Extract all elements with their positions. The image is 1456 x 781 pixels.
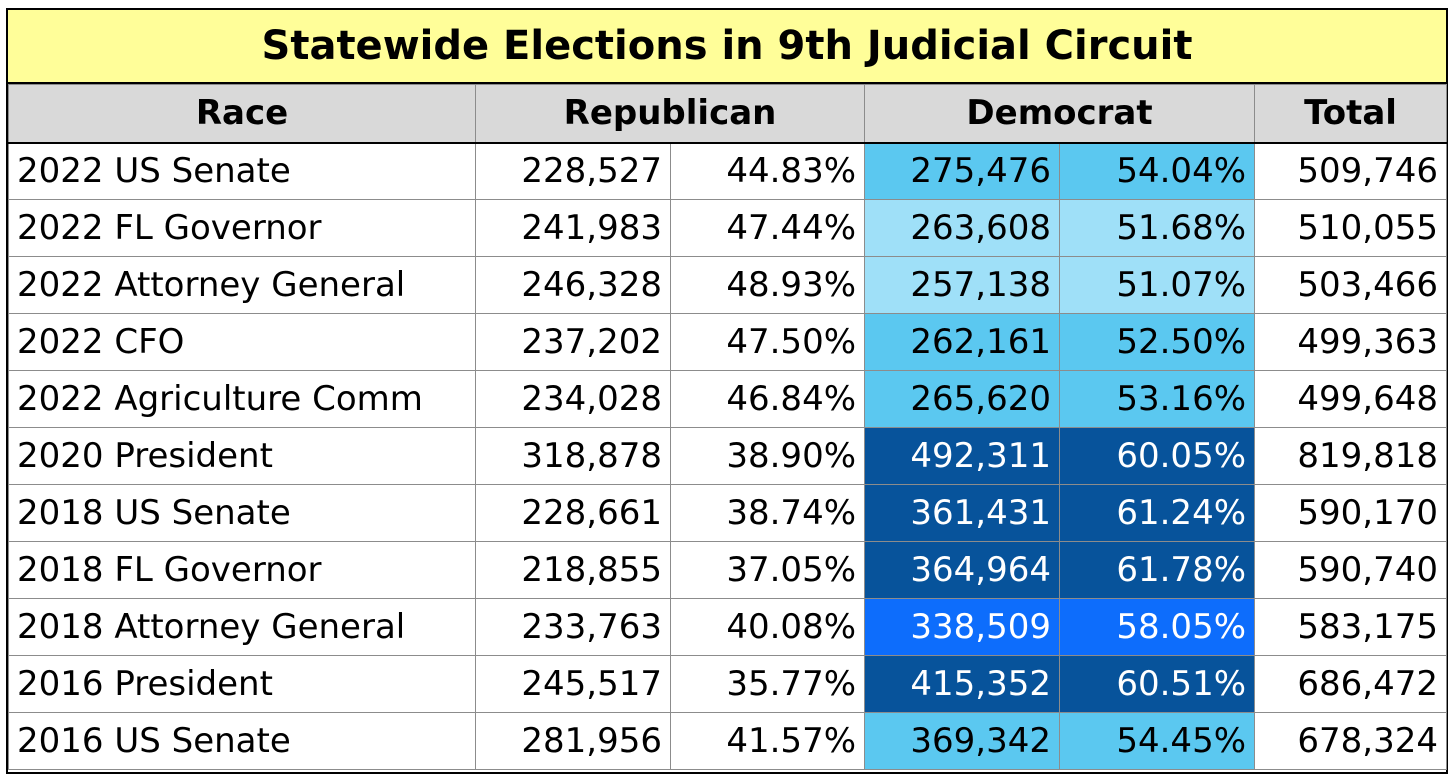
table-row: 2016 President 245,517 35.77% 415,352 60.51%… (8, 655, 1448, 713)
header-total: Total (1254, 84, 1448, 144)
header-race: Race (8, 84, 476, 144)
cell-dem-votes: 257,138 (864, 256, 1061, 314)
table-row: 2020 President 318,878 38.90% 492,311 60.05%… (8, 427, 1448, 485)
cell-dem-votes: 369,342 (864, 712, 1061, 770)
cell-race: 2018 Attorney General (8, 598, 476, 656)
cell-race: 2016 President (8, 655, 476, 713)
table-row: 2022 Agriculture Comm 234,028 46.84% 265,62… (8, 370, 1448, 428)
cell-dem-votes: 275,476 (864, 142, 1061, 200)
table-row: 2018 Attorney General 233,763 40.08% 338,50… (8, 598, 1448, 656)
cell-race: 2016 US Senate (8, 712, 476, 770)
cell-rep-votes: 218,855 (475, 541, 671, 599)
cell-dem-votes: 262,161 (864, 313, 1061, 371)
header-democrat: Democrat (864, 84, 1256, 144)
cell-dem-pct: 58.05% (1059, 598, 1256, 656)
cell-rep-pct: 48.93% (669, 256, 866, 314)
cell-dem-pct: 54.45% (1059, 712, 1256, 770)
cell-rep-pct: 37.05% (669, 541, 866, 599)
cell-dem-pct: 52.50% (1059, 313, 1256, 371)
table-row: 2022 US Senate 228,527 44.83% 275,476 54.04%… (8, 142, 1448, 200)
cell-dem-votes: 492,311 (864, 427, 1061, 485)
cell-dem-pct: 60.05% (1059, 427, 1256, 485)
cell-race: 2018 FL Governor (8, 541, 476, 599)
cell-rep-votes: 228,661 (475, 484, 671, 542)
header-row: Race Republican Democrat Total (8, 84, 1448, 144)
cell-dem-pct: 60.51% (1059, 655, 1256, 713)
cell-rep-votes: 228,527 (475, 142, 671, 200)
cell-rep-votes: 245,517 (475, 655, 671, 713)
cell-race: 2022 Attorney General (8, 256, 476, 314)
cell-dem-pct: 61.24% (1059, 484, 1256, 542)
cell-rep-votes: 233,763 (475, 598, 671, 656)
cell-rep-pct: 44.83% (669, 142, 866, 200)
header-republican: Republican (474, 84, 866, 144)
table-title: Statewide Elections in 9th Judicial Circ… (8, 10, 1446, 84)
cell-rep-pct: 47.44% (669, 199, 866, 257)
cell-race: 2022 US Senate (8, 142, 476, 200)
cell-dem-pct: 54.04% (1059, 142, 1256, 200)
cell-total: 819,818 (1254, 427, 1448, 485)
cell-rep-pct: 38.90% (669, 427, 866, 485)
cell-rep-pct: 40.08% (669, 598, 866, 656)
table-row: 2022 Attorney General 246,328 48.93% 257,13… (8, 256, 1448, 314)
cell-total: 686,472 (1254, 655, 1448, 713)
cell-rep-pct: 46.84% (669, 370, 866, 428)
cell-total: 590,740 (1254, 541, 1448, 599)
cell-rep-votes: 281,956 (475, 712, 671, 770)
cell-rep-votes: 237,202 (475, 313, 671, 371)
cell-race: 2022 Agriculture Comm (8, 370, 476, 428)
cell-race: 2020 President (8, 427, 476, 485)
cell-race: 2022 FL Governor (8, 199, 476, 257)
cell-race: 2022 CFO (8, 313, 476, 371)
cell-total: 510,055 (1254, 199, 1448, 257)
cell-rep-votes: 318,878 (475, 427, 671, 485)
table-row: 2018 FL Governor 218,855 37.05% 364,964 61.7… (8, 541, 1448, 599)
cell-dem-votes: 361,431 (864, 484, 1061, 542)
table-row: 2016 US Senate 281,956 41.57% 369,342 54.45%… (8, 712, 1448, 770)
table-row: 2018 US Senate 228,661 38.74% 361,431 61.24%… (8, 484, 1448, 542)
election-results-table: Race Republican Democrat Total 2022 US S… (8, 84, 1448, 770)
cell-dem-votes: 415,352 (864, 655, 1061, 713)
cell-rep-pct: 38.74% (669, 484, 866, 542)
cell-total: 590,170 (1254, 484, 1448, 542)
cell-rep-pct: 35.77% (669, 655, 866, 713)
cell-total: 499,648 (1254, 370, 1448, 428)
cell-total: 678,324 (1254, 712, 1448, 770)
cell-rep-votes: 241,983 (475, 199, 671, 257)
cell-rep-pct: 47.50% (669, 313, 866, 371)
table-row: 2022 FL Governor 241,983 47.44% 263,608 51.6… (8, 199, 1448, 257)
cell-total: 503,466 (1254, 256, 1448, 314)
table-row: 2022 CFO 237,202 47.50% 262,161 52.50% 499,36… (8, 313, 1448, 371)
cell-rep-votes: 246,328 (475, 256, 671, 314)
cell-dem-votes: 338,509 (864, 598, 1061, 656)
cell-dem-votes: 265,620 (864, 370, 1061, 428)
election-table-frame: Statewide Elections in 9th Judicial Circ… (6, 8, 1448, 774)
cell-race: 2018 US Senate (8, 484, 476, 542)
cell-dem-pct: 51.07% (1059, 256, 1256, 314)
table-body: 2022 US Senate 228,527 44.83% 275,476 54.04%… (8, 142, 1448, 770)
cell-total: 499,363 (1254, 313, 1448, 371)
cell-dem-pct: 61.78% (1059, 541, 1256, 599)
cell-total: 583,175 (1254, 598, 1448, 656)
cell-dem-votes: 263,608 (864, 199, 1061, 257)
cell-rep-votes: 234,028 (475, 370, 671, 428)
cell-total: 509,746 (1254, 142, 1448, 200)
cell-dem-votes: 364,964 (864, 541, 1061, 599)
cell-dem-pct: 51.68% (1059, 199, 1256, 257)
cell-dem-pct: 53.16% (1059, 370, 1256, 428)
cell-rep-pct: 41.57% (669, 712, 866, 770)
